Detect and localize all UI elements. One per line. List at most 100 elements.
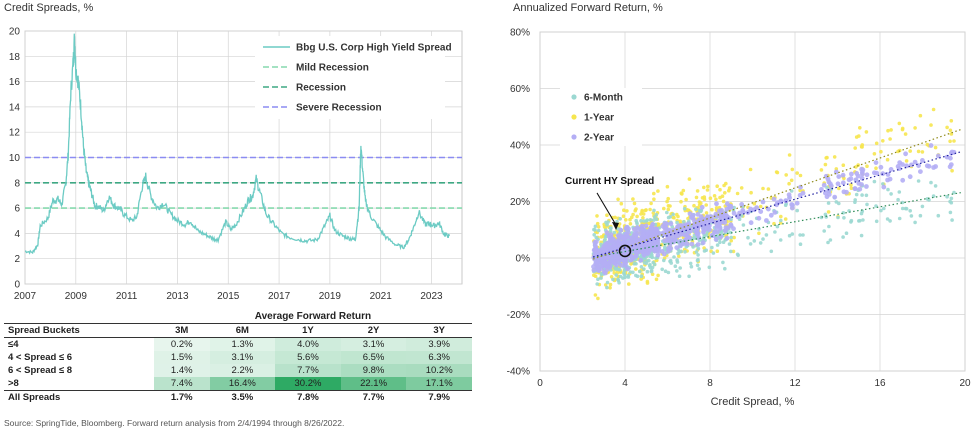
- x-tick-label: 2009: [65, 291, 88, 302]
- scatter-point: [601, 247, 607, 253]
- scatter-point: [662, 221, 667, 227]
- y-tick-label: 2: [14, 254, 20, 265]
- scatter-point: [668, 221, 674, 227]
- scatter-point: [864, 184, 869, 189]
- scatter-point: [897, 121, 902, 126]
- scatter-point: [666, 207, 671, 212]
- x-tick-label: 16: [874, 378, 886, 389]
- scatter-point: [615, 242, 620, 248]
- scatter-point: [695, 263, 700, 268]
- scatter-point: [671, 215, 675, 220]
- scatter-point: [769, 249, 774, 254]
- scatter-point: [720, 194, 725, 198]
- scatter-point: [842, 216, 846, 220]
- table-cell: 16.4%: [209, 377, 276, 391]
- scatter-point: [635, 274, 640, 279]
- table-row: ≤4 0.2% 1.3% 4.0% 3.1% 3.9%: [4, 337, 472, 351]
- scatter-point: [686, 221, 692, 227]
- scatter-point: [639, 219, 643, 223]
- scatter-point: [826, 201, 831, 205]
- scatter-point: [701, 222, 707, 227]
- scatter-point: [724, 181, 728, 186]
- scatter-point: [631, 212, 635, 217]
- table-row: All Spreads 1.7% 3.5% 7.8% 7.7% 7.9%: [4, 390, 472, 404]
- legend-swatch: [571, 114, 577, 120]
- scatter-point: [772, 221, 776, 226]
- scatter-point: [682, 206, 687, 211]
- scatter-point: [634, 218, 638, 223]
- table-cell: 6.5%: [340, 351, 407, 364]
- scatter-point: [611, 236, 616, 242]
- scatter-point: [694, 195, 699, 200]
- scatter-point: [715, 249, 720, 253]
- row-label: >8: [8, 378, 19, 389]
- scatter-point: [775, 224, 780, 229]
- table-cell: 7.7%: [275, 364, 341, 377]
- scatter-point: [702, 195, 707, 199]
- scatter-point: [649, 224, 655, 230]
- scatter-point: [800, 190, 806, 196]
- scatter-point: [715, 243, 720, 247]
- scatter-point: [654, 217, 659, 222]
- scatter-point: [854, 135, 859, 139]
- scatter-point: [790, 202, 795, 208]
- scatter-point: [900, 126, 905, 131]
- annotation-arrow: [596, 192, 617, 226]
- scatter-point: [853, 198, 857, 202]
- scatter-point: [907, 174, 913, 180]
- scatter-point: [720, 219, 726, 225]
- scatter-point: [849, 220, 853, 224]
- scatter-point: [605, 213, 609, 217]
- scatter-point: [948, 139, 952, 144]
- scatter-point: [705, 224, 711, 230]
- scatter-point: [656, 245, 662, 251]
- scatter-point: [925, 142, 930, 147]
- table-header-row: Spread Buckets 3M 6M 1Y 2Y 3Y: [4, 323, 472, 338]
- scatter-point: [725, 225, 731, 231]
- scatter-point: [721, 199, 726, 204]
- scatter-point: [632, 201, 637, 206]
- scatter-point: [819, 168, 824, 172]
- scatter-point: [950, 218, 954, 222]
- scatter-point: [652, 218, 656, 222]
- legend-label: 6-Month: [584, 93, 623, 104]
- scatter-point: [706, 184, 710, 189]
- scatter-point: [827, 224, 831, 229]
- right-chart-title: Annualized Forward Return, %: [513, 2, 663, 14]
- table-cell: 7.8%: [275, 390, 341, 404]
- scatter-point: [718, 240, 722, 245]
- scatter-point: [635, 237, 640, 243]
- scatter-point: [823, 212, 828, 217]
- scatter-point: [705, 188, 710, 192]
- scatter-point: [825, 185, 829, 190]
- scatter-point: [596, 228, 601, 233]
- scatter-point: [828, 183, 834, 189]
- scatter-point: [931, 107, 936, 112]
- scatter-point: [844, 231, 849, 235]
- scatter-point: [823, 190, 828, 196]
- x-tick-label: 2017: [268, 291, 291, 302]
- scatter-point: [913, 126, 917, 130]
- scatter-point: [595, 282, 599, 286]
- scatter-point: [950, 168, 954, 173]
- scatter-point: [724, 201, 730, 207]
- scatter-point: [666, 270, 671, 275]
- scatter-point: [764, 233, 769, 237]
- table-row: >8 7.4% 16.4% 30.2% 22.1% 17.1%: [4, 377, 472, 391]
- scatter-point: [675, 260, 680, 264]
- scatter-point: [666, 227, 672, 233]
- table-cell: 4.0%: [275, 337, 341, 351]
- scatter-point: [632, 231, 638, 236]
- scatter-point: [836, 174, 842, 180]
- scatter-point: [648, 263, 652, 267]
- scatter-point: [918, 213, 923, 218]
- table-header-cell: 2Y: [340, 323, 407, 338]
- table-cell: 3.9%: [406, 337, 472, 351]
- scatter-point: [852, 186, 858, 192]
- scatter-point: [945, 194, 949, 199]
- scatter-point: [879, 208, 883, 213]
- scatter-point: [608, 286, 612, 290]
- scatter-point: [639, 236, 645, 241]
- scatter-point: [920, 204, 925, 209]
